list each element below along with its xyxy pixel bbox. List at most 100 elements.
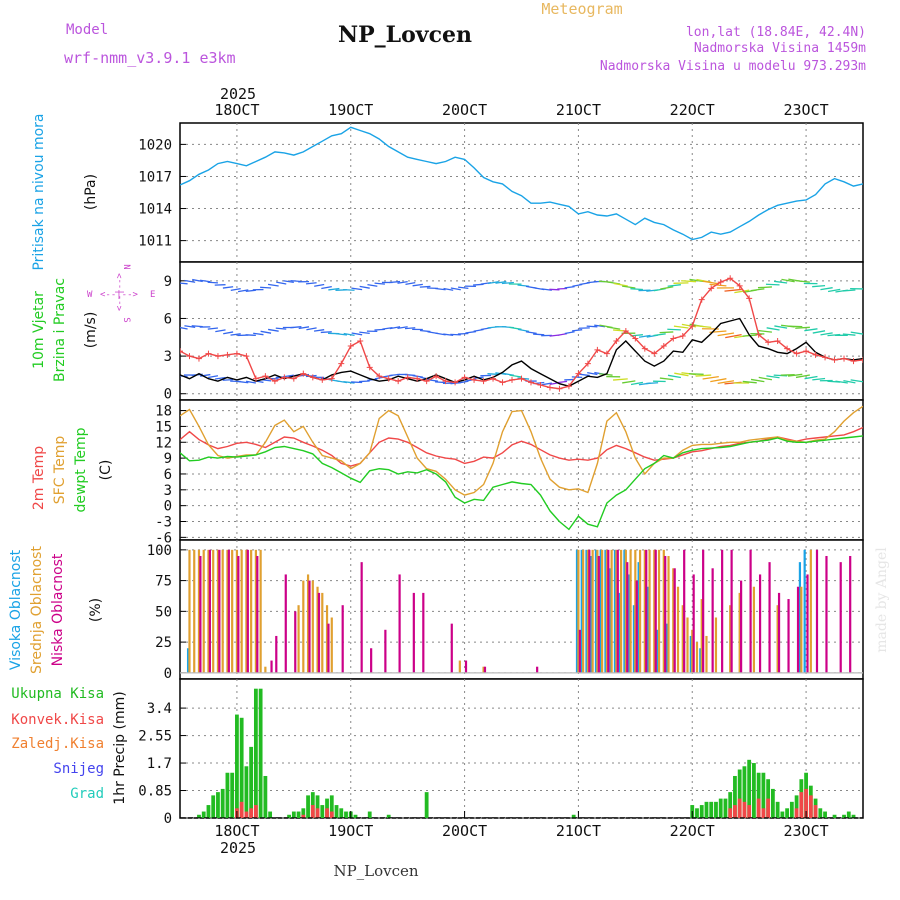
- wind-arrow: [359, 285, 370, 289]
- bar: [714, 801, 718, 818]
- wind-arrow: [689, 278, 704, 283]
- bar: [235, 714, 239, 818]
- legend-w: W: [87, 290, 93, 300]
- bar: [301, 808, 306, 818]
- wind-arrow: [773, 374, 788, 377]
- top-time-axis: 18OCT 19OCT 20OCT 21OCT 22OCT 23OCT: [214, 101, 829, 130]
- gust-marker: [366, 364, 373, 371]
- bar: [256, 555, 259, 673]
- top-tick-label: 19OCT: [328, 101, 373, 119]
- bar: [580, 549, 583, 673]
- bar: [676, 586, 680, 673]
- wind-arrow: [630, 381, 644, 386]
- wind-arrow: [622, 380, 636, 384]
- bar: [218, 549, 221, 673]
- wind-arrow: [766, 375, 780, 379]
- wind-arrow: [222, 378, 234, 381]
- wind-arrow: [681, 280, 697, 283]
- bar: [689, 635, 692, 673]
- bar: [654, 549, 657, 673]
- gust-marker: [414, 375, 421, 382]
- bar: [766, 798, 771, 818]
- bar: [221, 549, 224, 673]
- bar: [329, 811, 334, 818]
- y-tick-label: -6: [155, 530, 172, 546]
- panel-wind: 0 3 6 9: [164, 261, 864, 403]
- wind-arrow: [659, 377, 674, 381]
- wind-arrow: [787, 373, 803, 377]
- gust-marker: [490, 375, 497, 382]
- year-top: 2025: [220, 85, 256, 103]
- bar: [220, 788, 225, 818]
- gust-marker: [546, 384, 553, 391]
- wind-arrow: [667, 328, 681, 331]
- temp-unit: (C): [98, 460, 114, 481]
- bar: [250, 549, 253, 673]
- bar: [315, 795, 320, 818]
- bar: [709, 801, 714, 818]
- gust-marker: [319, 376, 326, 383]
- gust-marker: [471, 376, 478, 383]
- bar: [721, 549, 724, 673]
- y-tick-label: 9: [164, 274, 172, 290]
- wind-arrow: [812, 330, 826, 334]
- bar: [692, 574, 695, 673]
- bar: [846, 811, 851, 818]
- wind-arrow: [586, 325, 598, 328]
- wind-arrow: [774, 325, 788, 329]
- bar: [806, 574, 809, 673]
- gust-marker: [404, 374, 411, 381]
- bar: [235, 549, 239, 673]
- pressure-unit: (hPa): [83, 174, 99, 210]
- year-bottom: 2025: [220, 839, 256, 857]
- cloud-title3: Niska Oblacnost: [50, 553, 66, 666]
- bar: [667, 555, 670, 673]
- wind-arrow: [757, 286, 772, 289]
- gust-marker: [180, 348, 183, 355]
- bar: [615, 549, 618, 673]
- gust-marker: [518, 375, 525, 382]
- top-tick-label: 20OCT: [442, 101, 487, 119]
- gust-marker: [281, 374, 288, 381]
- gust-marker: [195, 355, 202, 362]
- panel-plot: [180, 549, 863, 674]
- y-tick-label: 6: [164, 311, 172, 327]
- bar: [253, 805, 258, 818]
- gust-marker: [252, 375, 259, 382]
- gust-marker: [509, 376, 516, 383]
- bar: [306, 574, 310, 673]
- wind-arrow: [283, 280, 294, 283]
- bar: [216, 549, 220, 673]
- wind-arrow: [688, 373, 704, 375]
- legend-total-rain: Ukupna Kisa: [11, 686, 104, 702]
- gust-marker: [765, 339, 772, 346]
- gust-marker: [556, 385, 563, 392]
- pressure-titles: Pritisak na nivou mora (hPa): [31, 113, 99, 270]
- model-value: wrf-nmm_v3.9.1 e3km: [64, 49, 236, 67]
- bar: [740, 580, 743, 673]
- wind-unit: (m/s): [83, 312, 99, 349]
- gust-marker: [480, 378, 487, 385]
- gust-marker: [499, 379, 506, 386]
- wind-arrow: [646, 382, 659, 385]
- bottom-time-axis: 18OCT 19OCT 20OCT 21OCT 22OCT 23OCT: [214, 811, 829, 840]
- series-sfc-temp: [180, 405, 863, 496]
- bar: [325, 808, 329, 818]
- wind-titles: 10m Vjetar Brzina i Pravac (m/s) N <--|-…: [31, 264, 155, 382]
- bar: [842, 814, 846, 818]
- bar: [231, 549, 234, 673]
- panel-plot: [180, 275, 863, 392]
- gust-marker: [433, 373, 440, 380]
- y-tick-label: 6: [164, 467, 172, 483]
- bar: [656, 629, 659, 673]
- wind-arrow: [750, 288, 765, 292]
- wind-arrow: [710, 378, 727, 383]
- bar: [815, 549, 819, 673]
- bar: [785, 808, 790, 818]
- bars-niska-oblacnost: [199, 549, 852, 673]
- gust-marker: [717, 279, 724, 286]
- bar: [227, 549, 230, 673]
- wind-arrow: [787, 325, 803, 328]
- wind-arrow: [820, 332, 833, 336]
